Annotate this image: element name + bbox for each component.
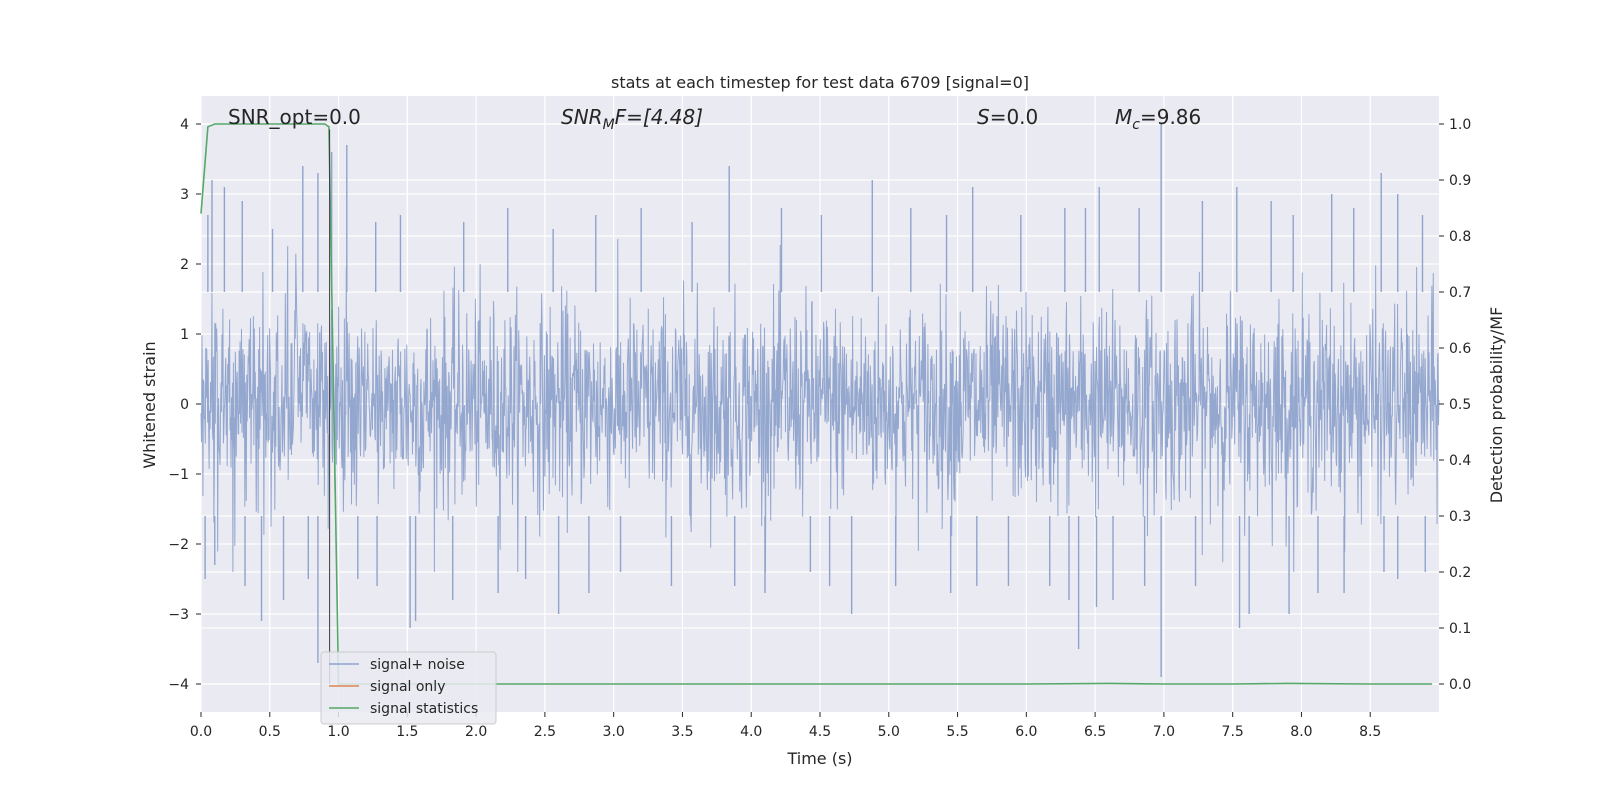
grid xyxy=(200,96,1439,712)
y-right-tick-label: 0.0 xyxy=(1449,677,1471,693)
series-signal-noise-line xyxy=(200,238,1440,573)
chart-title: stats at each timestep for test data 670… xyxy=(611,73,1029,92)
y-left-tick-label: −4 xyxy=(168,677,189,693)
legend-label-signal-noise: signal+ noise xyxy=(370,657,465,673)
y-left-tick-label: 1 xyxy=(180,327,189,343)
annotation-mc-sub: c xyxy=(1132,117,1140,133)
annotation-snr-mf: SNRMF=[4.48] xyxy=(561,105,703,133)
x-tick-label: 8.0 xyxy=(1290,724,1312,740)
x-axis: 0.0 0.5 1.0 1.5 2.0 2.5 3.0 3.5 4.0 4.5 5.0 5.5 6.0 6… xyxy=(190,712,1381,740)
annotation-snr-mf-rest: F=[4.48] xyxy=(615,105,703,129)
legend: signal+ noise signal only signal statist… xyxy=(320,651,497,725)
x-tick-label: 2.0 xyxy=(465,724,487,740)
x-tick-label: 7.0 xyxy=(1153,724,1175,740)
x-tick-label: 3.5 xyxy=(671,724,693,740)
annotation-snr-opt: SNR_opt=0.0 xyxy=(228,105,361,129)
annotation-mc-rest: =9.86 xyxy=(1140,105,1201,129)
annotation-s-main: S xyxy=(977,105,990,129)
x-tick-label: 1.5 xyxy=(396,724,418,740)
x-tick-label: 5.0 xyxy=(878,724,900,740)
x-tick-label: 4.0 xyxy=(740,724,762,740)
annotation-snr-mf-sub: M xyxy=(603,117,615,133)
y-right-tick-label: 0.9 xyxy=(1449,173,1471,189)
y-right-tick-label: 0.6 xyxy=(1449,341,1471,357)
y-right-tick-label: 0.3 xyxy=(1449,509,1471,525)
x-axis-label: Time (s) xyxy=(786,749,852,768)
y-left-tick-label: −2 xyxy=(168,537,189,553)
y-axis-right: 1.0 0.9 0.8 0.7 0.6 0.5 0.4 0.3 0.2 0.1 0.0 xyxy=(1439,117,1471,693)
y-left-tick-label: 3 xyxy=(180,187,189,203)
x-tick-label: 0.5 xyxy=(259,724,281,740)
x-tick-label: 2.5 xyxy=(534,724,556,740)
x-tick-label: 0.0 xyxy=(190,724,212,740)
series-signal-noise xyxy=(200,124,1440,677)
x-tick-label: 7.5 xyxy=(1222,724,1244,740)
y-right-tick-label: 0.1 xyxy=(1449,621,1471,637)
annotation-s-rest: =0.0 xyxy=(990,105,1039,129)
y-axis-left-label: Whitened strain xyxy=(140,341,159,468)
y-left-tick-label: 4 xyxy=(180,117,189,133)
y-right-tick-label: 0.5 xyxy=(1449,397,1471,413)
x-tick-label: 5.5 xyxy=(946,724,968,740)
legend-box xyxy=(320,651,497,725)
annotation-snr-mf-main: SNR xyxy=(561,105,603,129)
y-left-tick-label: 0 xyxy=(180,397,189,413)
y-right-tick-label: 0.4 xyxy=(1449,453,1471,469)
legend-label-signal-only: signal only xyxy=(370,679,445,695)
annotation-mc: Mc=9.86 xyxy=(1115,105,1201,133)
y-right-tick-label: 0.8 xyxy=(1449,229,1471,245)
x-tick-label: 3.0 xyxy=(603,724,625,740)
x-tick-label: 6.0 xyxy=(1015,724,1037,740)
y-left-tick-label: −3 xyxy=(168,607,189,623)
y-axis-right-label: Detection probability/MF xyxy=(1487,307,1506,504)
y-left-tick-label: 2 xyxy=(180,257,189,273)
x-tick-label: 1.0 xyxy=(327,724,349,740)
annotation-s: S=0.0 xyxy=(977,105,1038,129)
y-axis-left: 4 3 2 1 0 −1 −2 −3 −4 xyxy=(168,117,201,693)
y-right-tick-label: 0.7 xyxy=(1449,285,1471,301)
y-left-tick-label: −1 xyxy=(168,467,189,483)
y-right-tick-label: 1.0 xyxy=(1449,117,1471,133)
x-tick-label: 6.5 xyxy=(1084,724,1106,740)
legend-label-signal-statistics: signal statistics xyxy=(370,701,478,717)
y-right-tick-label: 0.2 xyxy=(1449,565,1471,581)
annotation-mc-main: M xyxy=(1115,105,1132,129)
x-tick-label: 4.5 xyxy=(809,724,831,740)
x-tick-label: 8.5 xyxy=(1359,724,1381,740)
